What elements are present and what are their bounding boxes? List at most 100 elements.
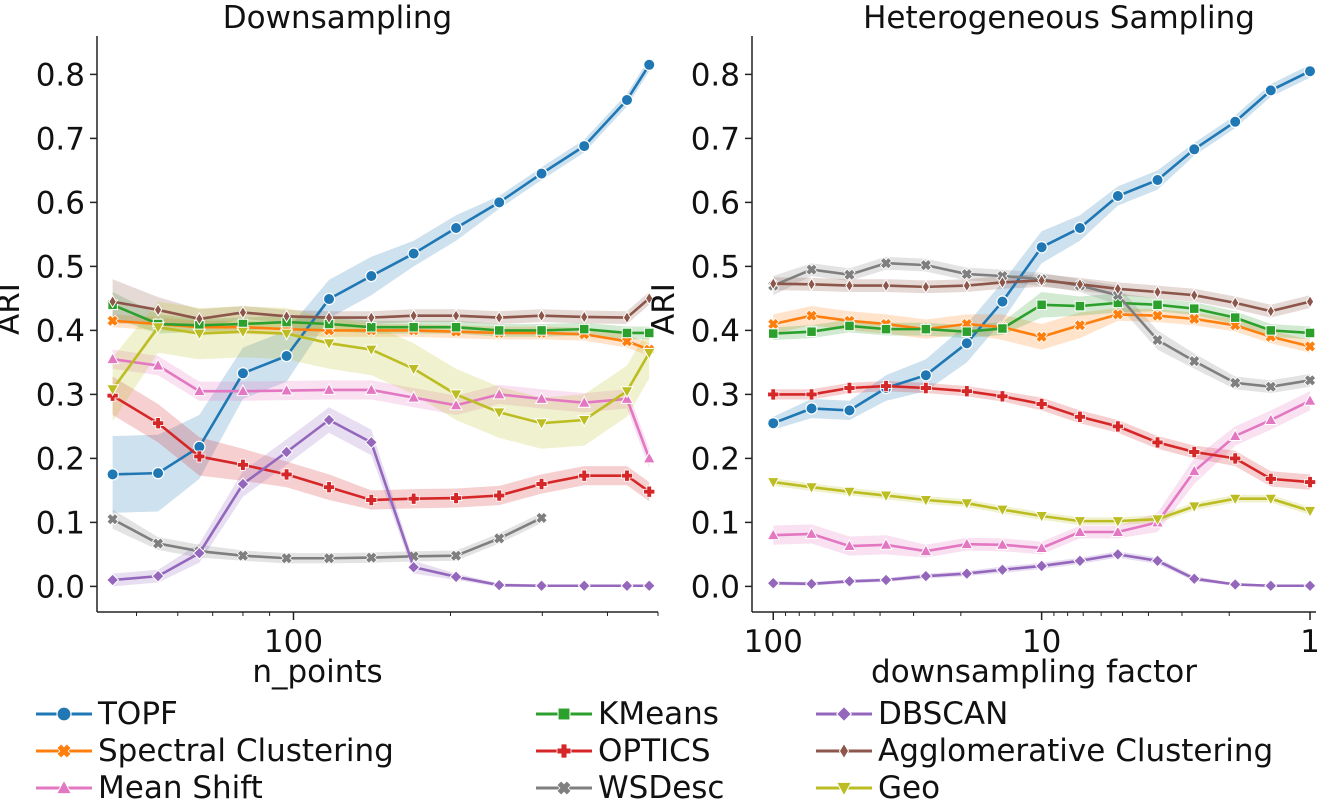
legend-item-agglomerative-clustering[interactable]: Agglomerative Clustering: [814, 733, 1273, 769]
p0-point-dbscan: [279, 445, 294, 459]
p1-point-mean-shift: [1264, 412, 1278, 425]
p0-point-agglomerative-clustering: [622, 310, 632, 325]
p1-point-kmeans: [997, 323, 1008, 334]
p1-series-line-mean-shift: [773, 399, 1311, 553]
legend-item-kmeans[interactable]: KMeans: [534, 696, 719, 732]
p0-y-tick-label: 0.2: [36, 441, 85, 477]
p1-point-mean-shift: [919, 544, 933, 557]
legend-item-geo[interactable]: Geo: [814, 770, 940, 806]
p1-ci-band-wsdesc: [773, 256, 1311, 394]
legend-symbol-mean-shift: [55, 779, 73, 795]
p1-point-dbscan: [1150, 554, 1165, 568]
p0-point-wsdesc: [535, 511, 548, 525]
p0-point-wsdesc: [493, 532, 506, 545]
p1-point-topf: [1111, 189, 1125, 203]
p1-point-dbscan: [919, 569, 933, 583]
legend-item-spectral-clustering[interactable]: Spectral Clustering: [34, 733, 394, 769]
p1-point-wsdesc: [1151, 333, 1164, 347]
p0-point-mean-shift: [192, 384, 207, 397]
p0-point-optics: [280, 468, 293, 481]
p1-point-optics: [1111, 420, 1124, 433]
p0-point-kmeans: [621, 327, 633, 339]
p0-y-tick-label: 0.3: [36, 377, 85, 413]
p0-point-dbscan: [407, 560, 421, 574]
p0-point-mean-shift: [534, 391, 549, 404]
p1-point-mean-shift: [842, 538, 857, 552]
p0-point-geo: [105, 384, 120, 397]
p0-point-kmeans: [643, 327, 655, 339]
p0-point-topf: [280, 349, 293, 363]
legend-marker-optics: [536, 743, 592, 759]
p1-ci-band-mean-shift: [773, 391, 1311, 558]
p0-point-geo: [492, 407, 506, 420]
p1-point-mean-shift: [1111, 524, 1125, 537]
p1-point-dbscan: [960, 567, 974, 581]
p1-y-tick-label: 0.1: [691, 505, 740, 541]
p0-point-dbscan: [492, 578, 506, 592]
p1-point-dbscan: [1303, 579, 1317, 593]
p0-y-tick-label: 0.6: [36, 185, 85, 221]
p0-point-agglomerative-clustering: [494, 310, 504, 325]
p1-point-mean-shift: [1228, 428, 1242, 441]
legend-label-spectral-clustering: Spectral Clustering: [98, 733, 394, 769]
p1-point-wsdesc: [805, 263, 818, 276]
legend-item-wsdesc[interactable]: WSDesc: [534, 770, 724, 806]
p1-point-topf: [996, 295, 1009, 308]
p0-point-optics: [643, 485, 656, 498]
p0-point-spectral-clustering: [106, 314, 119, 327]
p0-point-agglomerative-clustering: [195, 312, 204, 326]
p0-series-line-dbscan: [112, 418, 650, 588]
legend-item-dbscan[interactable]: DBSCAN: [814, 696, 1008, 732]
legend-symbol-wsdesc: [556, 780, 572, 796]
p1-point-spectral-clustering: [805, 309, 818, 322]
legend-item-optics[interactable]: OPTICS: [534, 733, 711, 769]
p1-point-geo: [1150, 514, 1165, 527]
p0-chart-title: Downsampling: [223, 0, 452, 36]
p1-point-kmeans: [806, 326, 817, 337]
p1-point-mean-shift: [1073, 524, 1087, 537]
p0-point-mean-shift: [642, 451, 656, 464]
p0-point-optics: [493, 489, 506, 502]
p0-point-mean-shift: [449, 398, 463, 411]
p1-y-tick-label: 0.2: [691, 441, 740, 477]
p1-point-topf: [1229, 115, 1242, 128]
p1-point-dbscan: [1073, 554, 1087, 568]
legend-marker-kmeans: [536, 707, 592, 721]
p0-series-line-spectral-clustering: [112, 319, 650, 351]
p1-point-geo: [960, 498, 974, 511]
p1-point-dbscan: [1187, 572, 1201, 586]
p1-point-kmeans: [1152, 299, 1163, 311]
p1-point-optics: [880, 380, 893, 393]
legend-item-mean-shift[interactable]: Mean Shift: [34, 770, 263, 806]
p0-point-geo: [620, 386, 634, 399]
p0-point-optics: [578, 469, 591, 482]
legend-marker-geo: [816, 781, 872, 797]
p0-point-geo: [279, 328, 294, 341]
p1-point-optics: [1188, 446, 1201, 458]
p1-point-kmeans: [1074, 300, 1086, 312]
p0-point-optics: [620, 469, 633, 482]
p1-x-tick-label: 10: [1022, 624, 1061, 660]
p0-point-topf: [236, 367, 250, 380]
p0-point-geo: [364, 344, 379, 357]
p0-point-topf: [151, 466, 165, 480]
p0-point-geo: [449, 389, 463, 402]
p0-ci-band-mean-shift: [112, 349, 650, 468]
p0-point-agglomerative-clustering: [537, 308, 546, 323]
p0-point-dbscan: [364, 435, 378, 449]
p1-y-axis-label: ARI: [646, 283, 682, 335]
p0-point-mean-shift: [105, 352, 120, 365]
p1-point-topf: [805, 402, 818, 415]
p0-point-kmeans: [450, 321, 462, 333]
p1-point-mean-shift: [879, 537, 893, 550]
p1-point-mean-shift: [804, 526, 819, 539]
p0-point-geo: [642, 347, 656, 360]
p0-point-kmeans: [493, 325, 505, 336]
p1-point-agglomerative-clustering: [998, 275, 1007, 290]
p0-point-mean-shift: [406, 390, 421, 403]
legend-item-topf[interactable]: TOPF: [34, 696, 178, 732]
p0-point-wsdesc: [449, 549, 463, 562]
p0-y-tick-label: 0.0: [36, 569, 85, 605]
p1-point-optics: [1304, 476, 1317, 489]
